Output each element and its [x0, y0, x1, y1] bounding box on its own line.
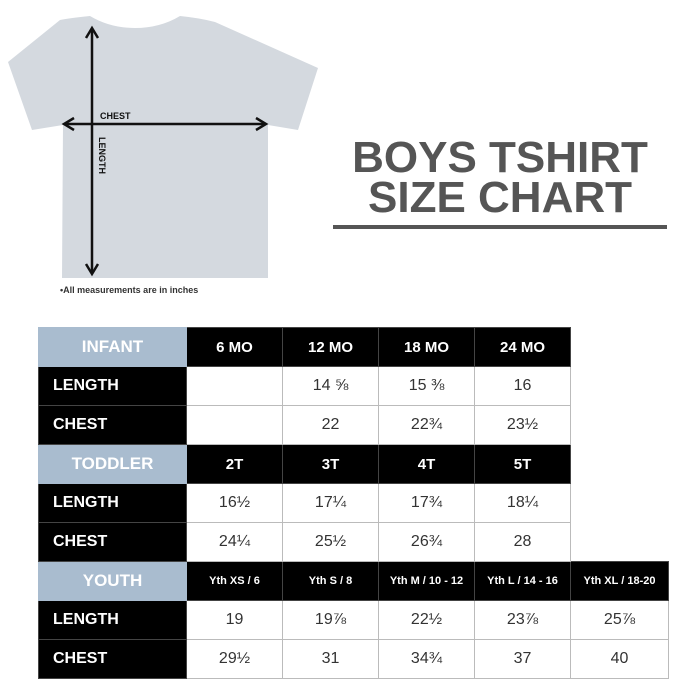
length-label: LENGTH: [97, 137, 107, 174]
size-header: 2T: [186, 444, 283, 484]
size-header: 24 MO: [474, 327, 571, 367]
section-header-row: TODDLER 2T 3T 4T 5T: [38, 444, 669, 484]
size-header: Yth S / 8: [282, 561, 379, 601]
value-cell: [186, 366, 283, 406]
value-cell: 16: [474, 366, 571, 406]
value-cell: 19⅞: [282, 600, 379, 640]
size-header: 18 MO: [378, 327, 475, 367]
title-line-1: BOYS TSHIRT: [352, 133, 648, 182]
row-label: CHEST: [38, 405, 187, 445]
value-cell: 22½: [378, 600, 475, 640]
value-cell: 19: [186, 600, 283, 640]
value-cell: 22: [282, 405, 379, 445]
title-line-2: SIZE CHART: [368, 173, 632, 222]
size-header: 4T: [378, 444, 475, 484]
section-name: TODDLER: [38, 444, 187, 484]
value-cell: 31: [282, 639, 379, 679]
empty-cell: [571, 328, 669, 367]
value-cell: 25½: [282, 522, 379, 562]
empty-cell: [571, 406, 669, 445]
table-row: CHEST 24¼ 25½ 26¾ 28: [38, 522, 669, 562]
size-header: 5T: [474, 444, 571, 484]
row-label: LENGTH: [38, 600, 187, 640]
row-label: LENGTH: [38, 483, 187, 523]
value-cell: 17¾: [378, 483, 475, 523]
value-cell: 16½: [186, 483, 283, 523]
section-header-row: YOUTH Yth XS / 6 Yth S / 8 Yth M / 10 - 12 Y…: [38, 561, 669, 601]
tshirt-illustration: CHEST LENGTH: [8, 16, 318, 278]
value-cell: 40: [570, 639, 669, 679]
empty-cell: [571, 484, 669, 523]
value-cell: 34¾: [378, 639, 475, 679]
value-cell: [186, 405, 283, 445]
value-cell: 28: [474, 522, 571, 562]
size-header: Yth L / 14 - 16: [474, 561, 571, 601]
row-label: LENGTH: [38, 366, 187, 406]
chest-label: CHEST: [100, 111, 131, 121]
value-cell: 24¼: [186, 522, 283, 562]
table-row: LENGTH 16½ 17¼ 17¾ 18¼: [38, 483, 669, 523]
row-label: CHEST: [38, 639, 187, 679]
section-header-row: INFANT 6 MO 12 MO 18 MO 24 MO: [38, 327, 669, 367]
value-cell: 26¾: [378, 522, 475, 562]
table-row: CHEST 29½ 31 34¾ 37 40: [38, 639, 669, 679]
value-cell: 22¾: [378, 405, 475, 445]
value-cell: 25⅞: [570, 600, 669, 640]
table-row: LENGTH 19 19⅞ 22½ 23⅞ 25⅞: [38, 600, 669, 640]
section-name: YOUTH: [38, 561, 187, 601]
size-header: Yth XL / 18-20: [570, 561, 669, 601]
measurement-note: •All measurements are in inches: [60, 285, 199, 295]
empty-cell: [571, 523, 669, 562]
empty-cell: [571, 367, 669, 406]
empty-cell: [571, 445, 669, 484]
size-header: 6 MO: [186, 327, 283, 367]
value-cell: 17¼: [282, 483, 379, 523]
value-cell: 23½: [474, 405, 571, 445]
value-cell: 29½: [186, 639, 283, 679]
value-cell: 14 ⅝: [282, 366, 379, 406]
section-name: INFANT: [38, 327, 187, 367]
size-header: 3T: [282, 444, 379, 484]
size-header: Yth XS / 6: [186, 561, 283, 601]
size-header: 12 MO: [282, 327, 379, 367]
row-label: CHEST: [38, 522, 187, 562]
value-cell: 18¼: [474, 483, 571, 523]
size-header: Yth M / 10 - 12: [378, 561, 475, 601]
value-cell: 15 ⅜: [378, 366, 475, 406]
value-cell: 37: [474, 639, 571, 679]
table-row: CHEST 22 22¾ 23½: [38, 405, 669, 445]
title-underline: [333, 225, 667, 229]
table-row: LENGTH 14 ⅝ 15 ⅜ 16: [38, 366, 669, 406]
value-cell: 23⅞: [474, 600, 571, 640]
